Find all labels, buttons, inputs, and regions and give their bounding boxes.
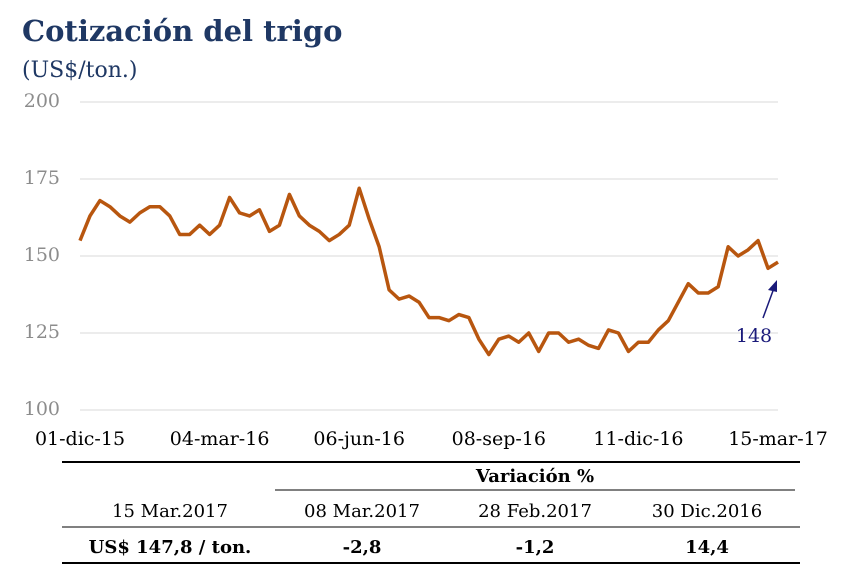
x-tick-label: 06-jun-16	[313, 428, 405, 450]
line	[78, 186, 779, 357]
x-tick-label: 01-dic-15	[35, 428, 125, 450]
y-tick-label: 200	[24, 90, 60, 112]
group-header: Variación %	[475, 466, 594, 487]
column-header: 08 Mar.2017	[304, 501, 420, 522]
cell: -1,2	[516, 537, 555, 558]
y-tick-label: 125	[24, 321, 60, 343]
x-tick-label: 04-mar-16	[170, 428, 270, 450]
plot: 100 125 150 175 200 01-dic-15 04-mar-16 06-jun-…	[24, 90, 828, 450]
column-header: 15 Mar.2017	[112, 501, 228, 522]
annotation-arrow	[762, 287, 775, 319]
x-tick-label: 15-mar-17	[728, 428, 828, 450]
cell: 14,4	[685, 537, 729, 558]
annotation: 148	[736, 325, 772, 347]
chart-title: Cotización del trigo	[22, 14, 342, 48]
x-tick-label: 11-dic-16	[593, 428, 683, 450]
cell: -2,8	[343, 537, 382, 558]
annotation-arrowhead	[768, 280, 777, 292]
column-header: 28 Feb.2017	[478, 501, 592, 522]
column-header: 30 Dic.2016	[652, 501, 762, 522]
chart-subtitle: (US$/ton.)	[22, 58, 137, 83]
y-tick-label: 175	[24, 167, 60, 189]
y-tick-label: 150	[24, 244, 60, 266]
table: Variación % 15 Mar.2017 08 Mar.2017 28 F…	[62, 461, 800, 564]
y-tick-label: 100	[24, 398, 60, 420]
cell: US$ 147,8 / ton.	[89, 537, 252, 558]
x-tick-label: 08-sep-16	[452, 428, 546, 450]
